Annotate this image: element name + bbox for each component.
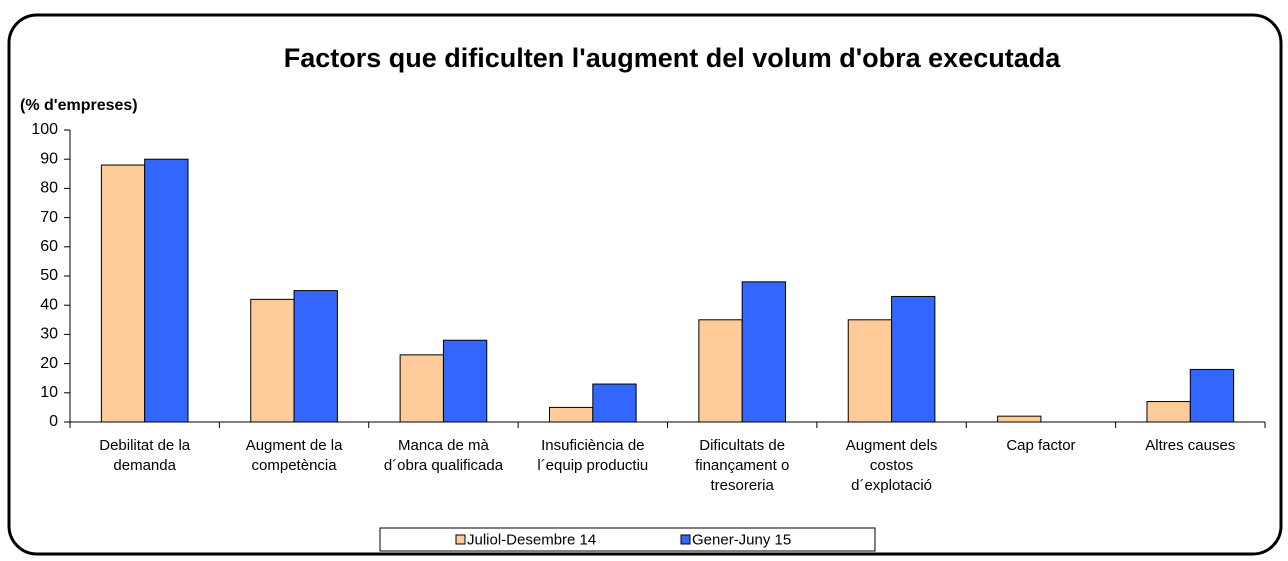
y-tick-label: 50 — [40, 267, 58, 284]
y-tick-label: 30 — [40, 326, 58, 343]
y-tick-label: 0 — [49, 413, 58, 430]
legend-label: Juliol-Desembre 14 — [467, 531, 596, 548]
bar — [698, 319, 743, 423]
chart-title: Factors que dificulten l'augment del vol… — [284, 43, 1061, 73]
bar — [144, 158, 189, 423]
bar — [1146, 401, 1191, 423]
bar — [293, 290, 338, 423]
legend-swatch — [455, 534, 466, 545]
x-tick-label: Altres causes — [1145, 437, 1235, 454]
x-tick-label: Augment dels costos d´explotació — [846, 437, 938, 494]
bar — [592, 383, 637, 423]
y-tick-label: 20 — [40, 355, 58, 372]
y-tick-label: 60 — [40, 238, 58, 255]
x-tick-label: Manca de mà d´obra qualificada — [384, 437, 504, 474]
y-tick-label: 80 — [40, 180, 58, 197]
x-tick-label: Cap factor — [1006, 437, 1075, 454]
bar — [997, 415, 1042, 423]
bar — [100, 164, 146, 423]
bar — [442, 339, 488, 423]
bar — [741, 281, 787, 423]
bar — [399, 354, 444, 423]
y-tick-label: 90 — [40, 150, 58, 167]
x-tick-label: Insuficiència de l´equip productiu — [537, 437, 648, 474]
bar — [250, 298, 295, 423]
legend-box — [379, 527, 876, 552]
bar — [891, 295, 936, 423]
legend-swatch — [680, 534, 691, 545]
bar — [548, 406, 594, 423]
y-tick-label: 70 — [40, 209, 58, 226]
x-tick-label: Debilitat de la demanda — [99, 437, 191, 474]
y-tick-label: 10 — [40, 384, 58, 401]
y-tick-label: 40 — [40, 296, 58, 313]
x-tick-label: Augment de la competència — [246, 437, 343, 474]
y-tick-label: 100 — [31, 121, 58, 138]
legend-label: Gener-Juny 15 — [692, 531, 791, 548]
bar — [1189, 368, 1235, 423]
x-tick-label: Dificultats de finançament o tresoreria — [695, 437, 789, 494]
y-axis-label: (% d'empreses) — [20, 97, 138, 114]
bar — [847, 319, 893, 423]
